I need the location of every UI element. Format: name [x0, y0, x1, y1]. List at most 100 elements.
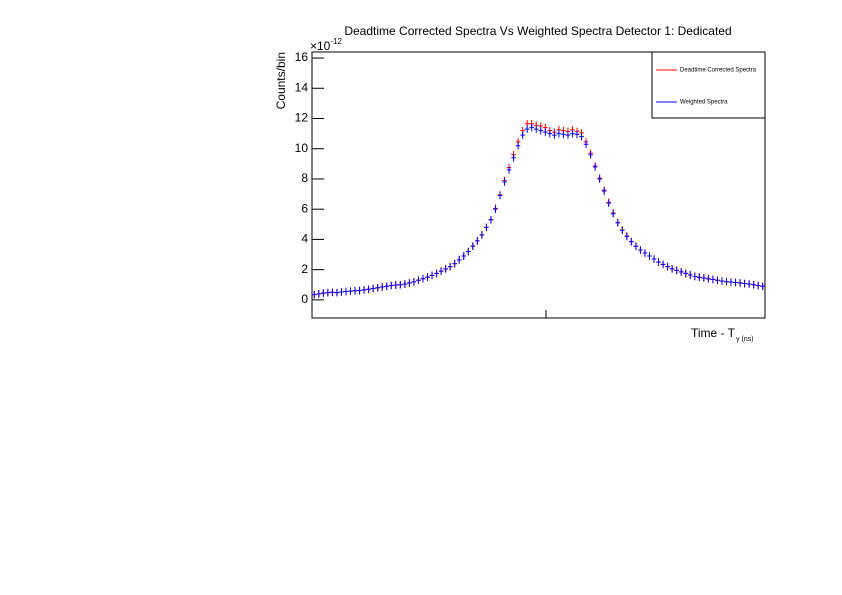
legend-box [651, 51, 766, 119]
y-axis-label: Counts/bin [274, 52, 288, 109]
data-point [687, 271, 693, 279]
data-point [561, 130, 566, 139]
y-tick-label: 8 [301, 171, 308, 185]
data-point [493, 205, 498, 213]
data-point [701, 274, 707, 282]
data-point [389, 281, 394, 290]
data-point [443, 265, 448, 273]
data-point [755, 281, 761, 290]
y-multiplier: ×10-12 [310, 37, 342, 53]
data-point [660, 260, 666, 269]
data-point [588, 150, 593, 159]
data-point [692, 272, 698, 281]
data-point [529, 123, 534, 132]
data-point [651, 255, 657, 263]
y-tick-label: 0 [301, 292, 308, 306]
data-point [728, 278, 734, 286]
data-point [343, 287, 349, 296]
data-point [366, 285, 371, 294]
data-point [466, 247, 471, 256]
data-point [601, 187, 607, 195]
data-point [715, 276, 720, 284]
data-point [488, 215, 494, 224]
chart-title: Deadtime Corrected Spectra Vs Weighted S… [344, 24, 731, 38]
data-point [393, 281, 399, 289]
data-point [597, 175, 602, 183]
data-point [620, 226, 625, 235]
data-point [520, 131, 525, 139]
data-point [647, 252, 652, 260]
data-point [656, 258, 661, 266]
data-point [402, 280, 408, 288]
data-point [552, 131, 557, 139]
data-point [475, 237, 480, 245]
data-point [316, 290, 322, 298]
data-point [470, 242, 476, 250]
data-point [312, 290, 317, 299]
data-point [624, 232, 630, 241]
data-point [606, 199, 611, 207]
data-point [524, 125, 530, 133]
data-point [610, 209, 616, 218]
data-point [565, 131, 571, 139]
y-tick-label: 12 [295, 111, 309, 125]
y-tick-label: 6 [301, 201, 308, 215]
data-point [407, 279, 412, 287]
data-point [348, 287, 353, 295]
data-point [710, 275, 716, 284]
data-point [420, 274, 426, 283]
data-point [370, 284, 376, 293]
y-tick-label: 16 [295, 50, 309, 64]
data-point [543, 128, 548, 136]
y-tick-label: 10 [295, 141, 309, 155]
x-axis-label-subscript: γ (ns) [736, 336, 754, 343]
data-point [733, 278, 738, 287]
x-axis-label: Time - T [691, 326, 736, 340]
data-point [678, 268, 684, 276]
data-point [583, 140, 589, 148]
data-point [746, 280, 752, 288]
data-point [760, 282, 765, 291]
data-point [506, 166, 512, 174]
data-point [452, 259, 457, 268]
data-point [574, 130, 580, 139]
data-point [742, 279, 747, 288]
data-point [502, 178, 507, 186]
y-multiplier-base: ×10 [310, 39, 331, 53]
data-point [615, 219, 621, 227]
data-point [669, 265, 675, 273]
data-point [339, 288, 344, 296]
data-point [511, 154, 516, 162]
plot-frame [311, 51, 766, 319]
data-point [352, 287, 358, 295]
y-tick-label: 2 [301, 262, 308, 276]
data-point [547, 129, 553, 138]
data-point [642, 249, 648, 257]
y-multiplier-exponent: -12 [330, 37, 342, 46]
data-point [438, 267, 444, 275]
data-point [665, 262, 670, 271]
data-point [556, 129, 562, 138]
data-point [434, 269, 439, 278]
data-point [515, 141, 521, 150]
data-point [592, 163, 598, 171]
data-point [706, 274, 711, 283]
data-point [461, 252, 467, 260]
data-point [697, 273, 702, 281]
legend-label: Weighted Spectra [680, 100, 728, 106]
data-point [325, 288, 331, 297]
data-point [638, 246, 643, 254]
legend-label: Deadtime Corrected Spectra [680, 68, 757, 74]
data-point [629, 237, 634, 246]
data-point [724, 277, 729, 286]
data-point [384, 282, 390, 291]
data-point [361, 286, 367, 294]
data-point [375, 283, 380, 292]
data-point [674, 266, 679, 275]
data-point [330, 288, 335, 297]
data-point [737, 279, 743, 287]
data-point [479, 231, 485, 239]
data-point [334, 288, 340, 297]
data-point [398, 280, 403, 289]
